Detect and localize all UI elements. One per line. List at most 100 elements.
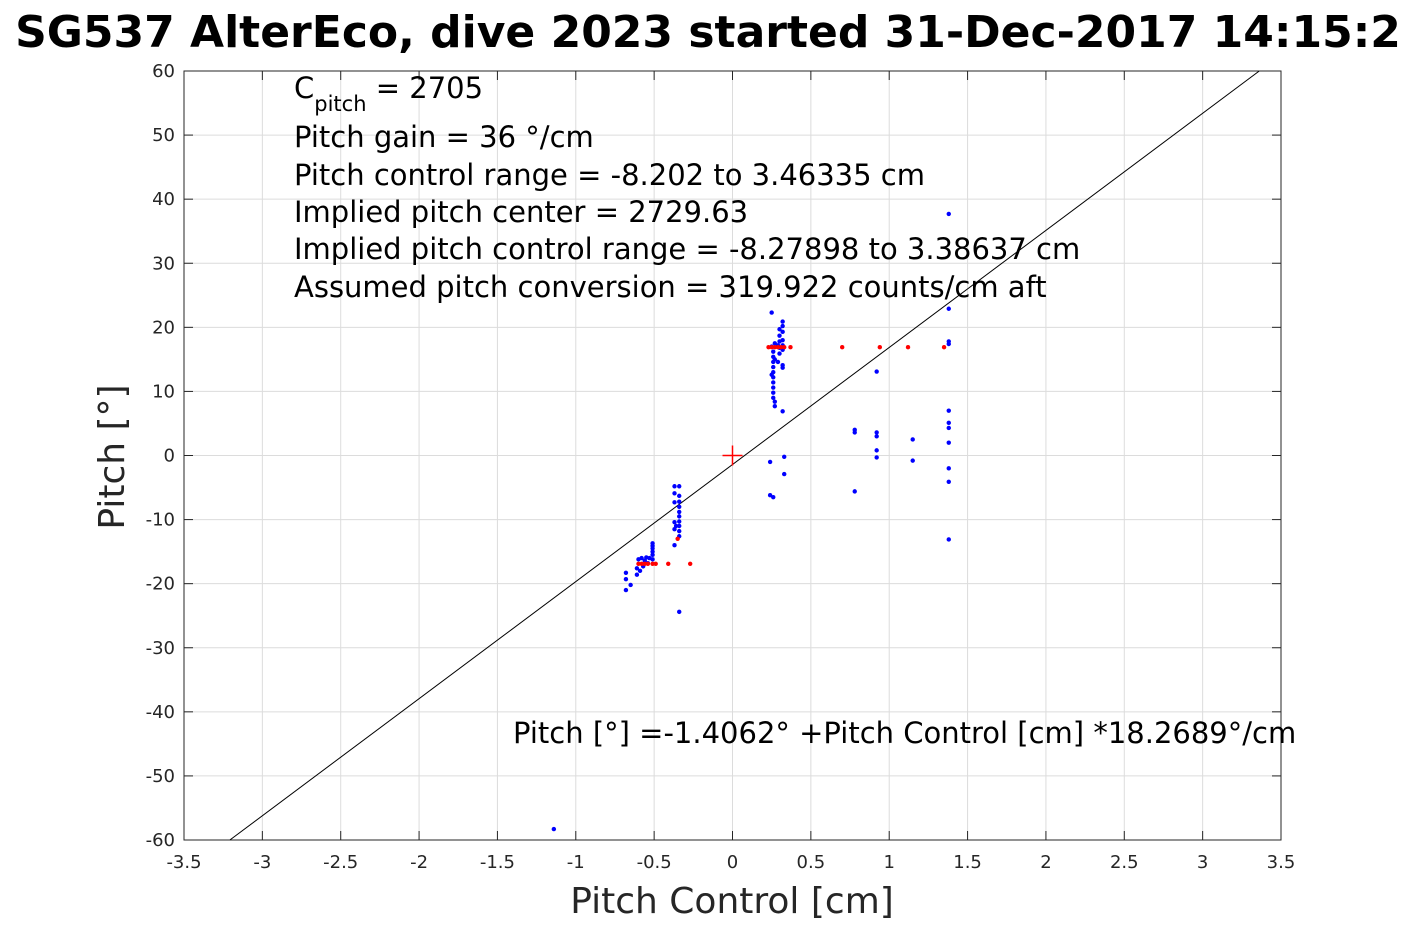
- data-point: [672, 500, 677, 505]
- data-point: [645, 561, 651, 567]
- y-tick-label: -40: [146, 702, 175, 723]
- data-point: [772, 403, 778, 409]
- data-point: [780, 409, 785, 414]
- data-point: [946, 537, 951, 542]
- data-point: [778, 344, 784, 350]
- data-point: [946, 466, 951, 471]
- data-point: [628, 582, 633, 588]
- data-point: [852, 430, 857, 435]
- data-point: [874, 455, 879, 460]
- y-axis-label: Pitch [°]: [92, 384, 133, 529]
- data-point: [946, 341, 951, 347]
- y-tick-label: 40: [152, 189, 175, 210]
- x-tick-label: -1: [567, 852, 585, 873]
- data-point: [946, 420, 951, 426]
- data-point: [780, 319, 785, 324]
- data-point: [769, 310, 774, 315]
- data-point: [551, 826, 557, 832]
- data-point: [772, 357, 778, 362]
- data-point: [782, 454, 787, 459]
- implied-pitch-center-annotation: Implied pitch center = 2729.63: [294, 195, 748, 229]
- data-point: [780, 337, 785, 343]
- x-tick-label: 2.5: [1110, 852, 1139, 873]
- y-tick-label: -50: [146, 766, 175, 787]
- data-point: [941, 344, 947, 350]
- data-point: [910, 437, 915, 442]
- y-tick-label: 30: [152, 253, 175, 274]
- y-tick-label: 20: [152, 317, 175, 338]
- data-point: [905, 344, 911, 350]
- data-point: [771, 364, 776, 370]
- data-point: [772, 399, 778, 404]
- data-point: [675, 536, 680, 542]
- data-point: [677, 609, 682, 615]
- data-point: [946, 440, 951, 445]
- data-point: [677, 514, 682, 519]
- data-point: [672, 543, 677, 548]
- data-point: [672, 484, 677, 489]
- center-marker-layer: [722, 445, 743, 466]
- data-point: [687, 561, 693, 567]
- data-point: [650, 561, 655, 567]
- y-tick-label: 10: [152, 381, 175, 402]
- y-tick-label: 0: [164, 446, 175, 467]
- fit-equation-annotation: Pitch [°] =-1.4062° +Pitch Control [cm] …: [513, 716, 1296, 750]
- data-point: [771, 349, 776, 354]
- grid: [183, 70, 1282, 841]
- data-point: [780, 323, 785, 329]
- data-point: [771, 494, 776, 500]
- x-tick-label: 0.5: [797, 852, 826, 873]
- c-pitch-value: = 2705: [367, 71, 484, 105]
- data-point: [634, 566, 640, 571]
- x-tick-label: 3.5: [1267, 852, 1296, 873]
- implied-pitch-range-annotation: Implied pitch control range = -8.27898 t…: [294, 232, 1080, 266]
- data-point: [946, 479, 951, 484]
- data-point: [782, 344, 787, 350]
- data-point: [771, 395, 776, 401]
- y-tick-label: -20: [146, 574, 175, 595]
- pitch-gain-annotation: Pitch gain = 36 °/cm: [294, 120, 594, 154]
- data-point: [771, 380, 776, 385]
- data-point: [769, 344, 774, 350]
- data-point: [636, 561, 641, 567]
- data-point: [780, 329, 785, 335]
- data-point: [677, 519, 682, 524]
- data-point: [946, 408, 951, 413]
- y-tick-label: -30: [146, 638, 175, 659]
- data-point: [782, 471, 787, 477]
- data-point: [623, 587, 629, 593]
- y-tick-label: 60: [152, 61, 175, 82]
- data-point: [771, 390, 776, 395]
- data-point: [677, 523, 682, 529]
- data-point: [772, 344, 778, 350]
- x-tick-label: -3.5: [166, 852, 201, 873]
- data-point: [677, 509, 682, 515]
- data-point: [874, 434, 879, 439]
- data-point: [874, 448, 879, 453]
- c-pitch-symbol: C: [294, 71, 314, 105]
- data-point: [673, 523, 679, 529]
- data-point: [677, 504, 682, 509]
- x-tick-label: -2.5: [323, 852, 358, 873]
- data-point: [874, 430, 879, 435]
- data-point: [771, 375, 776, 380]
- data-point: [852, 489, 857, 494]
- data-point: [874, 369, 879, 374]
- data-points: [551, 211, 951, 832]
- data-point: [639, 555, 644, 561]
- data-point: [672, 491, 677, 496]
- data-point: [771, 369, 776, 375]
- x-tick-label: 0: [727, 852, 738, 873]
- data-point: [946, 306, 951, 311]
- x-tick-label: -0.5: [637, 852, 672, 873]
- y-tick-label: -60: [146, 830, 175, 851]
- data-point: [780, 365, 785, 370]
- data-point: [650, 541, 655, 546]
- data-point: [677, 528, 682, 534]
- data-point: [910, 458, 915, 463]
- x-axis-label: Pitch Control [cm]: [570, 881, 894, 922]
- x-tick-label: -2: [410, 852, 428, 873]
- data-point: [766, 344, 771, 350]
- data-point: [650, 557, 655, 562]
